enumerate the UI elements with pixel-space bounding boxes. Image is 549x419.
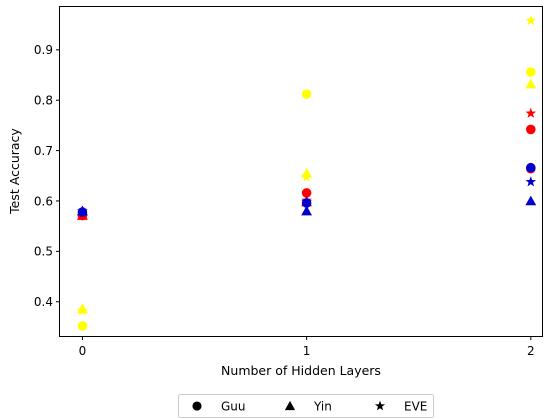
legend-triangle-icon (284, 400, 296, 411)
data-point-circle (525, 67, 536, 77)
data-point-circle (301, 89, 312, 99)
plot-area (77, 15, 537, 331)
data-point-star (301, 196, 312, 207)
data-point-circle (525, 162, 536, 173)
data-point-circle (77, 321, 88, 331)
x-axis: 0 1 2 (79, 336, 535, 358)
data-point-star (77, 305, 88, 316)
y-tick-label: 0.4 (34, 295, 53, 309)
y-tick-label: 0.6 (34, 194, 53, 208)
legend-label: EVE (404, 399, 427, 413)
data-point-triangle (525, 78, 537, 89)
legend-label: Yin (313, 399, 332, 413)
data-point-triangle (301, 205, 313, 216)
data-point-star (77, 205, 88, 216)
y-tick-label: 0.7 (34, 144, 53, 158)
data-point-triangle (525, 195, 537, 206)
data-point-circle (301, 188, 312, 198)
y-axis-title: Test Accuracy (7, 128, 22, 215)
y-tick-label: 0.8 (34, 94, 53, 108)
data-point-star (525, 15, 537, 26)
legend-frame (178, 394, 434, 418)
x-tick-label: 1 (303, 344, 311, 358)
legend-label: Guu (221, 399, 246, 413)
data-point-star (525, 107, 537, 118)
data-point-star (525, 176, 537, 187)
x-tick-label: 0 (79, 344, 87, 358)
plot-frame (59, 6, 543, 337)
y-tick-label: 0.9 (34, 43, 53, 57)
data-point-star (301, 171, 312, 182)
y-tick-label: 0.5 (34, 245, 53, 259)
legend-circle-icon (192, 401, 202, 411)
legend: Guu Yin EVE (178, 394, 434, 418)
x-axis-title: Number of Hidden Layers (221, 363, 381, 378)
legend-star-icon (374, 400, 386, 411)
x-tick-label: 2 (527, 344, 535, 358)
y-axis: 0.4 0.5 0.6 0.7 0.8 0.9 (34, 43, 60, 309)
data-point-circle (525, 124, 536, 135)
